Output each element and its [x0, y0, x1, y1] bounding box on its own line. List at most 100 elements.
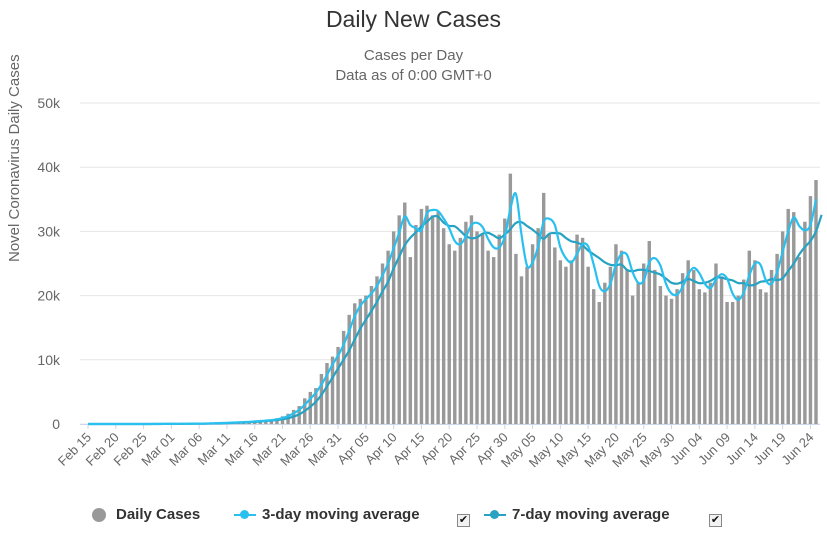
- legend-item-3-day-average[interactable]: 3-day moving average: [234, 506, 420, 523]
- y-tick-label: 40k: [37, 159, 61, 175]
- bar-daily-cases: [642, 263, 646, 424]
- bar-daily-cases: [619, 250, 624, 424]
- bar-daily-cases: [453, 250, 457, 424]
- bar-daily-cases: [814, 180, 818, 424]
- y-tick-label: 20k: [37, 288, 61, 304]
- bar-daily-cases: [803, 221, 807, 424]
- bar-daily-cases: [753, 260, 757, 424]
- bar-daily-cases: [664, 295, 668, 424]
- bar-daily-cases: [525, 266, 529, 424]
- bar-daily-cases: [519, 276, 524, 424]
- bar-daily-cases: [597, 302, 601, 424]
- bar-daily-cases: [386, 250, 390, 424]
- bar-daily-cases: [347, 314, 351, 424]
- bar-daily-cases: [391, 231, 396, 424]
- legend-marker-3-day-average: [234, 508, 256, 522]
- bar-daily-cases: [375, 276, 379, 424]
- legend-item-7-day-average[interactable]: 7-day moving average: [484, 506, 670, 523]
- bar-daily-cases: [625, 269, 629, 424]
- bar-daily-cases: [764, 292, 768, 424]
- bar-daily-cases: [325, 363, 329, 424]
- bar-daily-cases: [330, 356, 335, 424]
- bar-daily-cases: [647, 241, 651, 424]
- checkbox-7-day-average[interactable]: ✔: [709, 514, 722, 527]
- bar-daily-cases: [730, 302, 735, 424]
- bar-daily-cases: [553, 247, 557, 424]
- line-3-day-average: [88, 192, 818, 426]
- bar-daily-cases: [436, 212, 440, 424]
- bar-daily-cases: [458, 237, 463, 424]
- bar-daily-cases: [669, 298, 674, 424]
- bar-daily-cases: [736, 295, 740, 424]
- legend-item-daily-cases[interactable]: Daily Cases: [92, 506, 200, 523]
- bar-daily-cases: [580, 237, 585, 424]
- bar-daily-cases: [530, 244, 535, 424]
- bar-daily-cases: [353, 303, 357, 424]
- bar-daily-cases: [558, 260, 563, 424]
- bar-daily-cases: [592, 289, 596, 424]
- bar-daily-cases: [341, 330, 346, 424]
- bar-daily-cases: [703, 292, 707, 424]
- y-tick-label: 10k: [37, 352, 61, 368]
- legend-label-7-day-average: 7-day moving average: [512, 506, 670, 523]
- bar-daily-cases: [408, 257, 413, 424]
- bar-daily-cases: [336, 346, 340, 424]
- chart-data-timestamp: Data as of 0:00 GMT+0: [335, 67, 492, 84]
- bar-daily-cases: [575, 234, 579, 424]
- y-tick-label: 30k: [37, 223, 61, 239]
- legend-marker-7-day-average: [484, 508, 506, 522]
- legend-label-3-day-average: 3-day moving average: [262, 506, 420, 523]
- bar-daily-cases: [636, 282, 640, 424]
- bar-daily-cases: [808, 196, 813, 424]
- bar-daily-cases: [486, 250, 490, 424]
- bar-daily-cases: [686, 260, 690, 424]
- bar-daily-cases: [725, 302, 729, 424]
- bar-daily-cases: [675, 289, 679, 424]
- bar-daily-cases: [786, 208, 790, 424]
- bar-daily-cases: [769, 269, 774, 424]
- bar-daily-cases: [497, 234, 501, 424]
- bar-daily-cases: [414, 224, 418, 424]
- bar-daily-cases: [564, 266, 568, 424]
- bar-daily-cases: [692, 269, 696, 424]
- y-tick-label: 50k: [37, 95, 61, 111]
- bar-daily-cases: [380, 263, 385, 424]
- legend-marker-daily-cases: [92, 507, 106, 522]
- bar-daily-cases: [397, 215, 401, 424]
- bar-daily-cases: [792, 212, 796, 424]
- bar-daily-cases: [614, 244, 618, 424]
- bar-daily-cases: [708, 282, 713, 424]
- bar-daily-cases: [697, 289, 702, 424]
- legend: Daily Cases 3-day moving average ✔ 7-day…: [0, 506, 827, 530]
- y-tick-label: 0: [52, 416, 60, 432]
- bar-daily-cases: [547, 234, 551, 424]
- bar-daily-cases: [464, 221, 468, 424]
- bar-daily-cases: [469, 215, 474, 424]
- legend-label-daily-cases: Daily Cases: [116, 506, 201, 523]
- bar-daily-cases: [419, 208, 424, 424]
- checkbox-3-day-average[interactable]: ✔: [457, 514, 470, 527]
- bar-daily-cases: [314, 388, 318, 424]
- bar-daily-cases: [714, 263, 718, 424]
- bar-daily-cases: [719, 276, 724, 424]
- bar-daily-cases: [275, 418, 279, 424]
- chart-title: Daily New Cases: [325, 6, 502, 32]
- bar-daily-cases: [269, 419, 274, 424]
- bar-daily-cases: [586, 266, 590, 424]
- bar-daily-cases: [514, 253, 518, 424]
- bar-daily-cases: [508, 173, 513, 424]
- bar-daily-cases: [491, 257, 496, 424]
- bar-daily-cases: [747, 250, 752, 424]
- bar-daily-cases: [630, 295, 635, 424]
- bar-daily-cases: [758, 289, 763, 424]
- x-tick-label: Jun 24: [778, 430, 816, 468]
- bar-daily-cases: [569, 260, 574, 424]
- bar-daily-cases: [475, 231, 479, 424]
- bar-daily-cases: [319, 373, 324, 424]
- bar-daily-cases: [680, 273, 685, 424]
- bar-daily-cases: [503, 218, 507, 424]
- bar-daily-cases: [780, 231, 785, 424]
- chart-subtitle: Cases per Day: [363, 47, 464, 64]
- bar-daily-cases: [653, 269, 657, 424]
